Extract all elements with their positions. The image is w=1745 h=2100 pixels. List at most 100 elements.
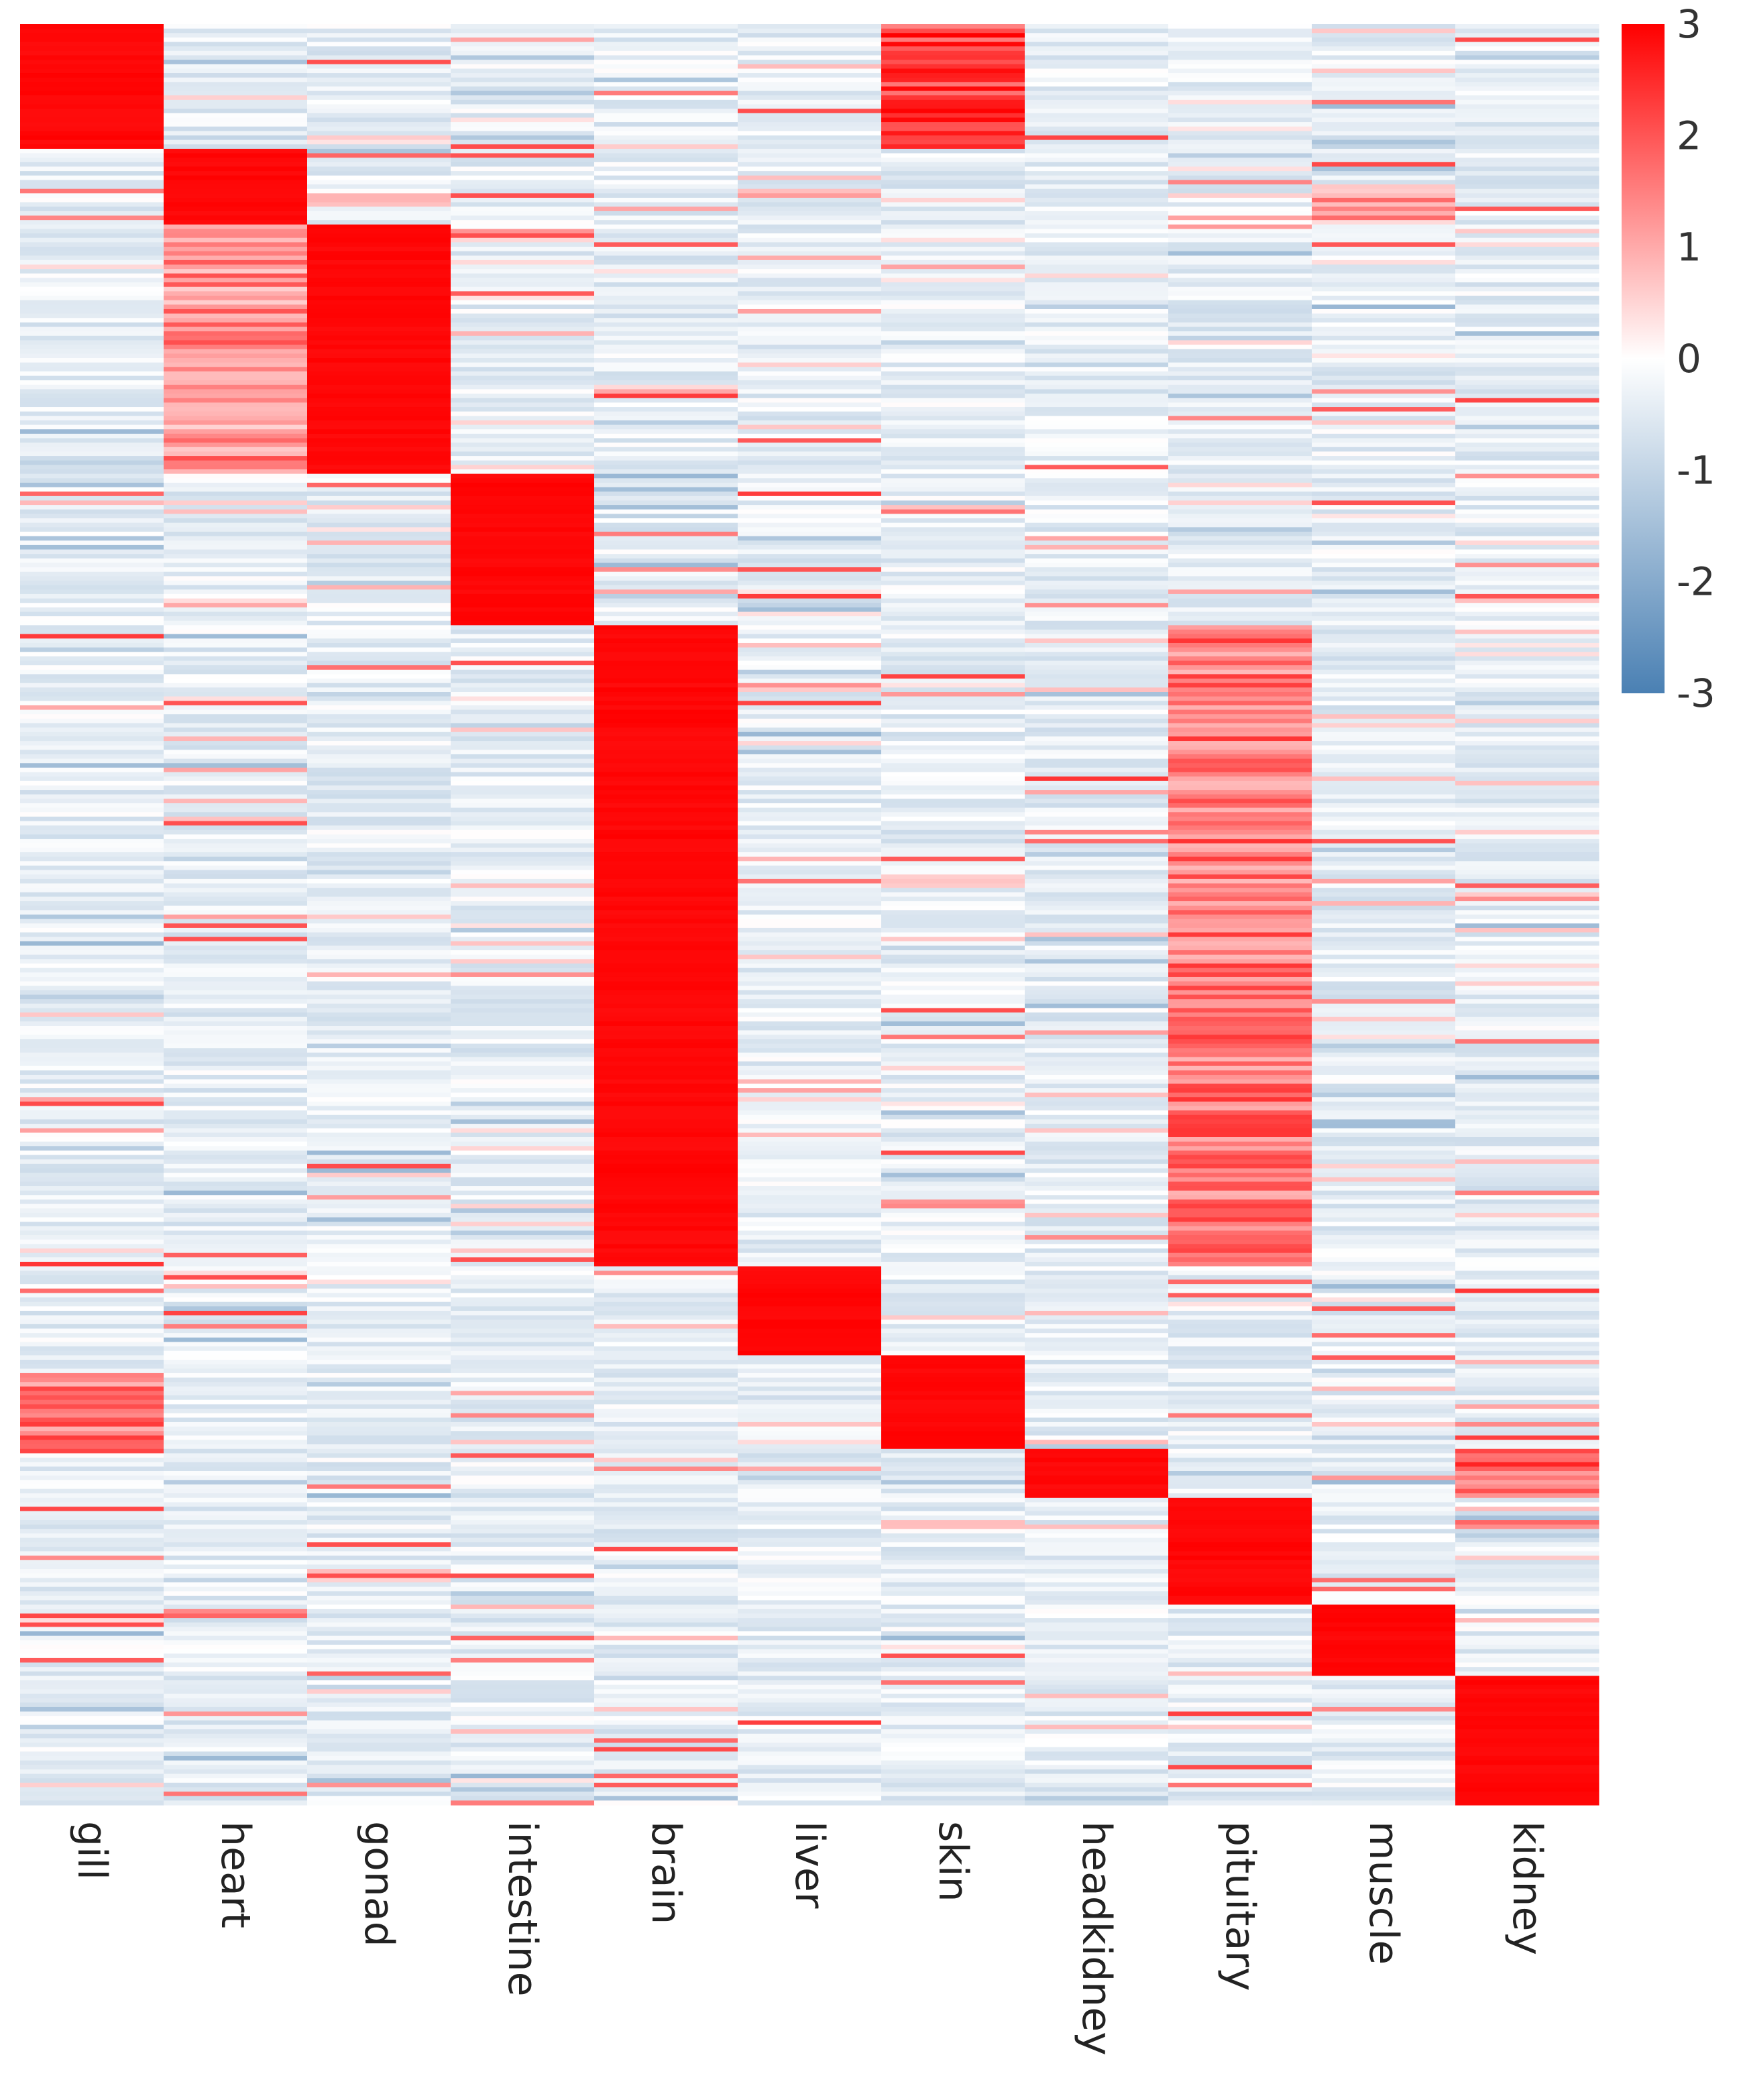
heatmap-cell [1455,291,1599,296]
heatmap-cell [451,1088,595,1094]
heatmap-cell [1455,1061,1599,1067]
heatmap-cell [1312,1346,1456,1352]
heatmap-cell [738,99,882,105]
heatmap-cell [1025,1435,1169,1441]
heatmap-cell [1312,1146,1456,1151]
heatmap-cell [1312,741,1456,746]
column-label-liver: liver [786,1821,833,1909]
heatmap-cell [1025,816,1169,822]
heatmap-cell [881,896,1025,902]
heatmap-cell [451,1052,595,1058]
heatmap-cell [881,327,1025,332]
heatmap-cell [1025,122,1169,127]
heatmap-cell [1455,278,1599,283]
heatmap-cell [594,495,738,502]
heatmap-cell [20,158,164,163]
heatmap-cell [20,834,164,839]
heatmap-cell [164,99,308,105]
heatmap-cell [594,1057,738,1062]
heatmap-cell [1025,1124,1169,1129]
heatmap-cell [1168,812,1312,817]
heatmap-cell [1168,247,1312,252]
heatmap-cell [594,1680,738,1686]
heatmap-cell [881,1150,1025,1156]
heatmap-cell [1025,1755,1169,1761]
heatmap-cell [594,345,738,350]
heatmap-cell [881,144,1025,150]
heatmap-cell [881,1426,1025,1432]
heatmap-cell [164,1163,308,1169]
heatmap-cell [1455,345,1599,350]
heatmap-cell [881,220,1025,225]
heatmap-cell [164,1466,308,1472]
heatmap-cell [594,1622,738,1627]
heatmap-cell [1312,451,1456,457]
heatmap-cell [307,184,451,190]
heatmap-cell [1025,233,1169,239]
heatmap-cell [1312,660,1456,666]
heatmap-cell [1312,1021,1456,1027]
heatmap-cell [1312,1662,1456,1668]
heatmap-cell [1312,104,1456,109]
heatmap-cell [1168,1711,1312,1716]
heatmap-cell [1168,68,1312,74]
heatmap-cell [1455,1360,1599,1365]
heatmap-cell [1025,64,1169,69]
heatmap-cell [164,64,308,69]
heatmap-cell [164,1212,308,1218]
heatmap-cell [451,322,595,328]
heatmap-cell [1168,1195,1312,1200]
heatmap-cell [881,696,1025,701]
heatmap-cell [1312,1012,1456,1018]
heatmap-cell [738,919,882,924]
heatmap-cell [20,1146,164,1151]
heatmap-cell [1312,1239,1456,1244]
heatmap-cell [1025,509,1169,514]
heatmap-cell [1455,1706,1599,1712]
heatmap-cell [1312,630,1456,635]
heatmap-cell [881,634,1025,639]
heatmap-cell [20,1088,164,1094]
heatmap-cell [451,24,595,30]
heatmap-cell [307,589,451,595]
heatmap-cell [1312,55,1456,60]
heatmap-cell [1455,799,1599,804]
heatmap-cell [1455,447,1599,453]
heatmap-cell [164,95,308,101]
heatmap-cell [164,1092,308,1098]
heatmap-cell [738,603,882,608]
heatmap-cell [451,384,595,390]
heatmap-cell [881,1502,1025,1507]
heatmap-cell [738,371,882,377]
heatmap-cell [1312,1546,1456,1552]
heatmap-cell [1168,362,1312,367]
heatmap-cell [20,878,164,884]
heatmap-cell [307,1003,451,1009]
heatmap-cell [1025,1649,1169,1654]
heatmap-cell [1455,1511,1599,1516]
heatmap-cell [881,821,1025,826]
heatmap-cell [1312,1421,1456,1427]
heatmap-cell [1312,509,1456,514]
heatmap-cell [307,353,451,359]
heatmap-cell [20,1279,164,1285]
heatmap-cell [307,1480,451,1485]
heatmap-cell [881,1399,1025,1405]
heatmap-cell [1168,242,1312,247]
heatmap-cell [164,1190,308,1195]
heatmap-cell [1025,839,1169,844]
heatmap-cell [738,1725,882,1730]
heatmap-cell [1025,1778,1169,1784]
heatmap-cell [738,915,882,920]
heatmap-cell [20,1733,164,1739]
heatmap-cell [738,1088,882,1094]
heatmap-cell [164,1605,308,1610]
heatmap-cell [1168,1065,1312,1071]
heatmap-cell [307,1778,451,1784]
heatmap-cell [1312,772,1456,777]
heatmap-cell [307,1097,451,1102]
heatmap-cell [1025,1159,1169,1165]
heatmap-cell [1312,1212,1456,1218]
heatmap-cell [1455,60,1599,65]
heatmap-cell [20,923,164,929]
